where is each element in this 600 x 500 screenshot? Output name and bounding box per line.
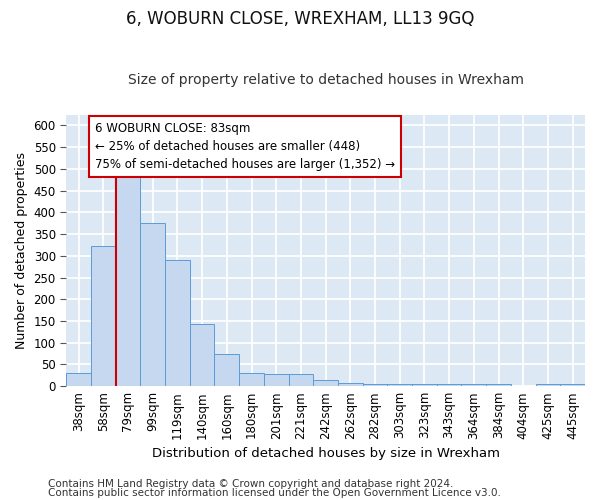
Bar [264,374,289,386]
Bar [486,384,511,386]
Bar [338,382,362,386]
Bar [91,246,116,386]
Bar [461,384,486,386]
Text: 6, WOBURN CLOSE, WREXHAM, LL13 9GQ: 6, WOBURN CLOSE, WREXHAM, LL13 9GQ [126,10,474,28]
Bar [165,260,190,386]
Bar [239,373,264,386]
Bar [116,176,140,386]
Bar [214,354,239,386]
Bar [388,384,412,386]
Text: 6 WOBURN CLOSE: 83sqm
← 25% of detached houses are smaller (448)
75% of semi-det: 6 WOBURN CLOSE: 83sqm ← 25% of detached … [95,122,395,172]
Text: Contains public sector information licensed under the Open Government Licence v3: Contains public sector information licen… [48,488,501,498]
Bar [412,384,437,386]
Text: Contains HM Land Registry data © Crown copyright and database right 2024.: Contains HM Land Registry data © Crown c… [48,479,454,489]
Bar [437,384,461,386]
Title: Size of property relative to detached houses in Wrexham: Size of property relative to detached ho… [128,73,524,87]
Bar [362,384,388,386]
Bar [536,384,560,386]
Bar [140,223,165,386]
Bar [190,324,214,386]
Bar [289,374,313,386]
Bar [560,384,585,386]
Y-axis label: Number of detached properties: Number of detached properties [15,152,28,349]
X-axis label: Distribution of detached houses by size in Wrexham: Distribution of detached houses by size … [152,447,500,460]
Bar [313,380,338,386]
Bar [66,373,91,386]
